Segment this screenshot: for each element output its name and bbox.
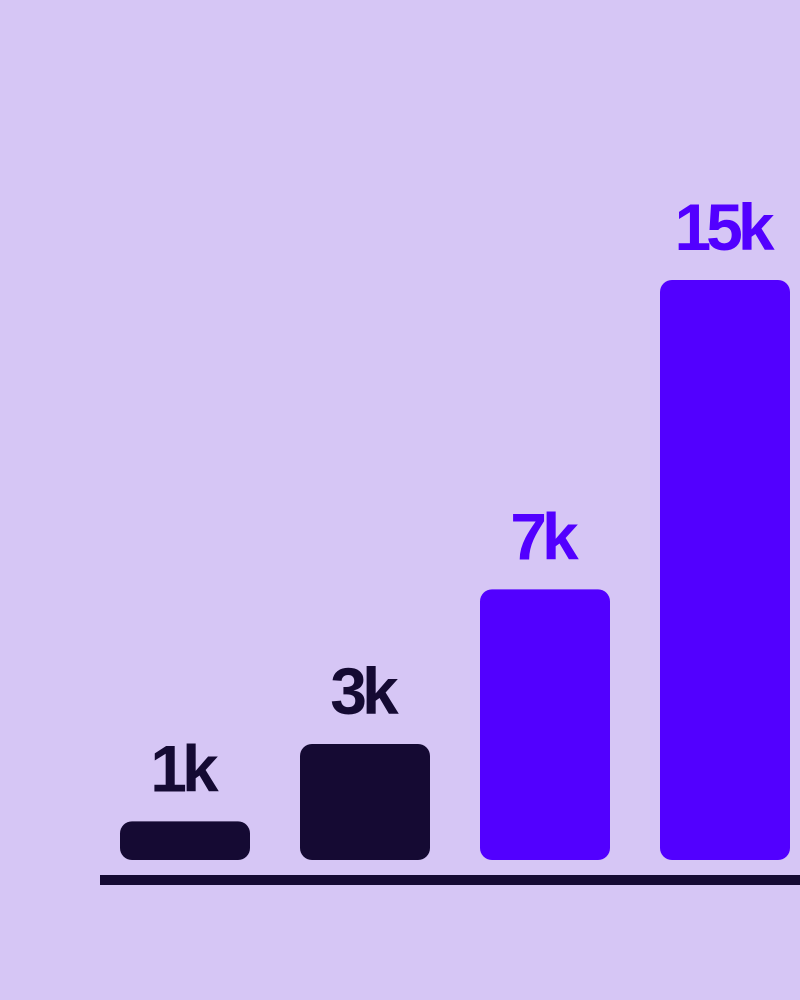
bar [480,589,610,860]
value-label: 1k [150,731,219,805]
bar [120,821,250,860]
value-label: 7k [510,499,579,573]
bar [300,744,430,860]
value-label: 3k [330,654,399,728]
baseline [100,875,800,885]
bar [660,280,790,860]
value-label: 15k [674,190,774,264]
